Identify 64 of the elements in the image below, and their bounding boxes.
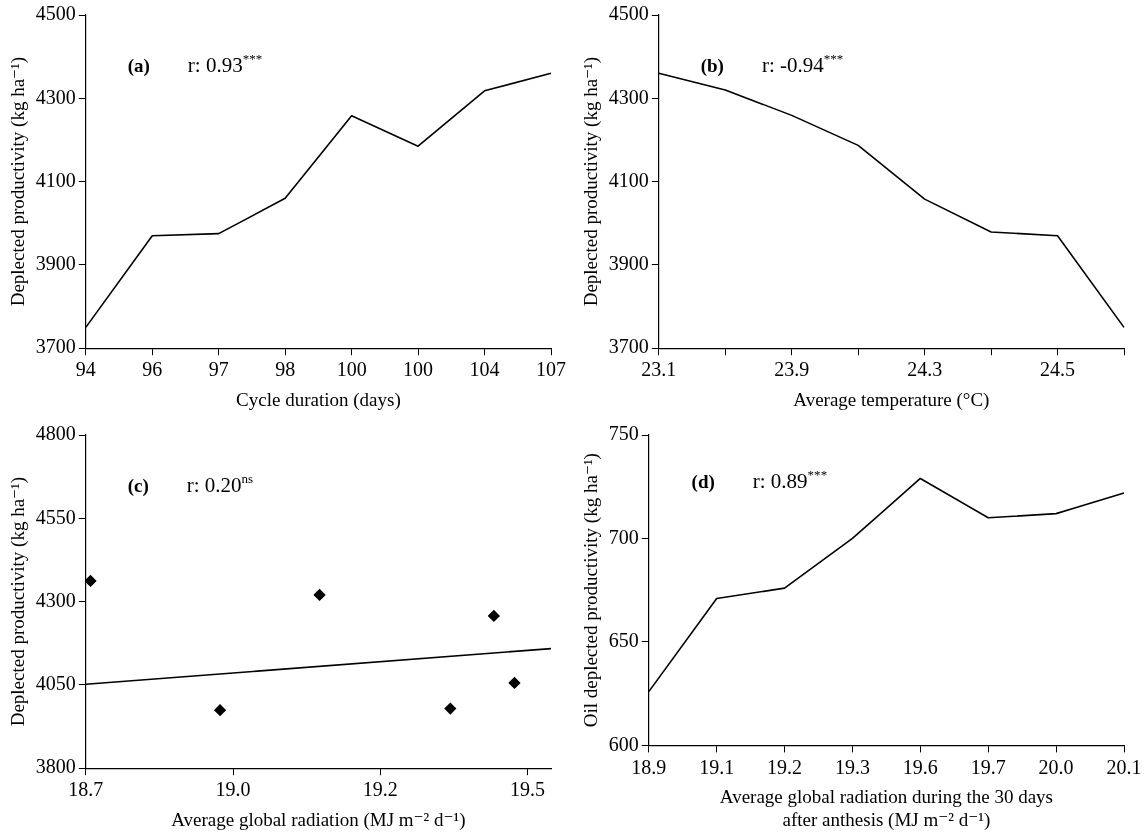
- x-tick-label: 19.1: [699, 755, 735, 778]
- x-axis-title: Cycle duration (days): [236, 388, 401, 411]
- y-tick-label: 4500: [35, 2, 76, 25]
- y-axis-title: Deplected productivity (kg ha⁻¹): [7, 476, 30, 727]
- annotation: (a): [127, 54, 150, 77]
- point: [313, 589, 326, 601]
- y-tick-label: 4100: [35, 168, 76, 191]
- x-tick-label: 23.9: [774, 358, 810, 381]
- y-tick-label: 3800: [35, 755, 76, 778]
- x-tick-label: 20.0: [1038, 755, 1074, 778]
- y-tick-label: 650: [608, 629, 639, 652]
- y-axis-title: Deplected productivity (kg ha⁻¹): [7, 56, 30, 307]
- x-tick-label: 23.1: [641, 358, 677, 381]
- x-tick-label: 19.2: [767, 755, 803, 778]
- x-tick-label: 19.6: [902, 755, 938, 778]
- y-tick-label: 4800: [35, 422, 76, 445]
- y-axis-title: Deplected productivity (kg ha⁻¹): [580, 56, 603, 307]
- x-tick-label: 20.1: [1106, 755, 1142, 778]
- y-tick-label: 3900: [608, 252, 649, 275]
- x-axis-title: Average temperature (°C): [793, 388, 990, 411]
- x-tick-label: 18.9: [631, 755, 667, 778]
- x-tick-label: 94: [75, 358, 96, 381]
- y-tick-label: 4300: [35, 85, 76, 108]
- annotation: (d): [691, 470, 715, 493]
- x-tick-label: 24.3: [907, 358, 943, 381]
- x-tick-label: 100: [403, 358, 434, 381]
- y-tick-label: 3700: [608, 335, 649, 358]
- y-tick-label: 700: [608, 525, 639, 548]
- x-tick-label: 19.2: [362, 778, 398, 801]
- x-tick-label: 19.7: [970, 755, 1006, 778]
- y-tick-label: 3900: [35, 252, 76, 275]
- x-tick-label: 19.3: [834, 755, 870, 778]
- annotation: r: 0.93***: [187, 51, 263, 77]
- y-tick-label: 4550: [35, 505, 76, 528]
- point: [508, 677, 521, 689]
- y-tick-label: 4500: [608, 2, 649, 25]
- y-tick-label: 4100: [608, 168, 649, 191]
- x-tick-label: 19.5: [509, 778, 545, 801]
- x-tick-label: 107: [536, 358, 566, 381]
- annotation: (b): [700, 54, 724, 77]
- y-tick-label: 3700: [35, 335, 76, 358]
- y-tick-label: 4300: [608, 85, 649, 108]
- x-tick-label: 19.0: [215, 778, 251, 801]
- annotation: r: -0.94***: [761, 51, 844, 77]
- y-tick-label: 600: [608, 732, 639, 755]
- y-axis-title: Oil deplected productivity (kg ha⁻¹): [580, 453, 603, 728]
- x-axis-title: Average global radiation during the 30 days after anthesis (MJ m⁻² d⁻¹): [719, 785, 1053, 831]
- annotation: r: 0.89***: [752, 467, 828, 493]
- point: [214, 704, 226, 717]
- x-axis-title: Average global radiation (MJ m⁻² d⁻¹): [171, 808, 466, 831]
- annotation: (c): [127, 474, 149, 497]
- x-tick-label: 97: [208, 358, 229, 381]
- y-tick-label: 4050: [35, 672, 76, 695]
- x-tick-label: 96: [142, 358, 163, 381]
- x-tick-label: 104: [469, 358, 500, 381]
- point: [85, 575, 97, 587]
- y-tick-label: 4300: [35, 588, 76, 611]
- point: [488, 610, 500, 622]
- x-tick-label: 24.5: [1040, 358, 1076, 381]
- x-tick-label: 100: [336, 358, 367, 381]
- y-tick-label: 750: [608, 422, 639, 445]
- x-tick-label: 18.7: [68, 778, 104, 801]
- point: [444, 702, 457, 715]
- x-tick-label: 98: [275, 358, 296, 381]
